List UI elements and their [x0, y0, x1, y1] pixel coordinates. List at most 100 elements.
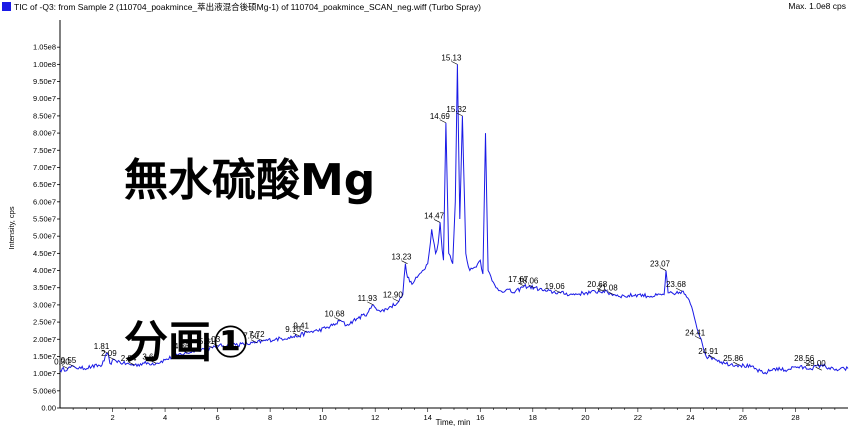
peak-leader-line: [301, 329, 308, 333]
y-tick-label: 5.00e6: [33, 386, 56, 395]
peak-leader-line: [554, 289, 561, 294]
x-tick-label: 2: [110, 413, 114, 422]
y-tick-label: 2.50e7: [33, 318, 56, 327]
peak-label: 24.91: [698, 347, 719, 356]
peak-leader-line: [61, 365, 69, 369]
peak-leader-line: [695, 336, 702, 340]
y-tick-label: 6.50e7: [33, 180, 56, 189]
x-tick-label: 6: [216, 413, 220, 422]
peak-leader-line: [517, 282, 525, 287]
peak-label: 28.56: [794, 354, 815, 363]
y-tick-label: 0.00: [41, 404, 56, 413]
y-tick-label: 3.00e7: [33, 300, 56, 309]
y-tick-label: 7.00e7: [33, 163, 56, 172]
y-tick-label: 5.00e7: [33, 232, 56, 241]
peak-leader-line: [212, 342, 219, 347]
x-tick-label: 24: [686, 413, 694, 422]
peak-label: 21.08: [598, 284, 619, 293]
peak-label: 20.68: [587, 280, 608, 289]
peak-leader-line: [607, 291, 614, 295]
y-tick-label: 8.00e7: [33, 129, 56, 138]
chart-header: TIC of -Q3: from Sample 2 (110704_poakmi…: [0, 0, 850, 16]
peak-label: 3.66: [142, 352, 158, 361]
y-tick-label: 7.50e7: [33, 146, 56, 155]
peak-leader-line: [68, 363, 75, 368]
peak-label: 15.32: [446, 105, 467, 114]
peak-leader-line: [392, 298, 399, 302]
peak-leader-line: [206, 344, 213, 349]
peak-leader-line: [456, 112, 463, 117]
y-tick-label: 1.00e8: [33, 60, 56, 69]
y-tick-label: 9.00e7: [33, 94, 56, 103]
peak-leader-line: [101, 349, 108, 354]
peak-label: 6.03: [205, 335, 221, 344]
peak-label: 14.47: [424, 211, 445, 220]
peak-label: 2.84: [121, 354, 137, 363]
peak-leader-line: [439, 119, 446, 124]
peak-label: 12.90: [383, 290, 404, 299]
x-tick-label: 20: [581, 413, 589, 422]
peak-leader-line: [292, 332, 300, 337]
peak-leader-line: [128, 361, 135, 366]
peak-leader-line: [150, 360, 157, 364]
chart-header-title: TIC of -Q3: from Sample 2 (110704_poakmi…: [14, 2, 481, 12]
peak-label: 29.00: [806, 359, 827, 368]
annotation-line-1: 無水硫酸Mg: [124, 155, 376, 206]
x-tick-label: 26: [739, 413, 747, 422]
peak-leader-line: [804, 361, 811, 366]
x-axis-label: Time, min: [436, 418, 471, 427]
peak-leader-line: [597, 287, 604, 292]
peak-label: 2.09: [101, 349, 117, 358]
peak-leader-line: [250, 339, 258, 343]
y-tick-label: 5.50e7: [33, 215, 56, 224]
peak-label: 1.81: [94, 342, 110, 351]
max-intensity-label: Max. 1.0e8 cps: [788, 1, 846, 11]
y-tick-label: 6.00e7: [33, 197, 56, 206]
x-tick-label: 10: [318, 413, 326, 422]
peak-label: 10.68: [325, 309, 346, 318]
peak-label: 4.86: [174, 342, 190, 351]
peak-label: 19.06: [545, 282, 566, 291]
peak-label: 9.41: [293, 321, 309, 330]
x-tick-label: 18: [529, 413, 537, 422]
peak-label: 17.67: [508, 275, 529, 284]
y-tick-label: 1.50e7: [33, 352, 56, 361]
peak-label: 24.41: [685, 328, 706, 337]
peak-leader-line: [659, 267, 667, 271]
peak-label: 14.69: [430, 112, 451, 121]
annotation-line-2: 分画①: [124, 317, 250, 368]
peak-leader-line: [815, 366, 822, 371]
peak-label: 25.86: [723, 354, 744, 363]
peak-leader-line: [528, 284, 535, 288]
peak-label: 11.93: [358, 294, 378, 303]
peak-leader-line: [451, 61, 458, 65]
x-tick-label: 28: [791, 413, 799, 422]
y-tick-label: 8.50e7: [33, 111, 56, 120]
tic-series-line: [59, 64, 849, 375]
sample-annotation: 無水硫酸Mg 分画①: [124, 46, 375, 424]
peak-label: 15.13: [441, 53, 462, 62]
peak-label: 7.50: [243, 332, 259, 341]
peak-label: 7.72: [249, 330, 265, 339]
x-tick-label: 22: [634, 413, 642, 422]
y-tick-label: 4.00e7: [33, 266, 56, 275]
peak-label: 13.23: [391, 253, 412, 262]
peak-leader-line: [256, 337, 263, 342]
x-tick-label: 12: [371, 413, 379, 422]
y-tick-label: 2.00e7: [33, 335, 56, 344]
y-tick-label: 9.50e7: [33, 77, 56, 86]
peak-leader-line: [334, 317, 341, 321]
peak-leader-line: [401, 260, 408, 264]
peak-leader-line: [367, 301, 374, 306]
x-tick-label: 14: [424, 413, 432, 422]
peak-leader-line: [733, 361, 740, 366]
peak-leader-line: [675, 287, 683, 292]
x-tick-label: 4: [163, 413, 167, 422]
peak-label: 0.55: [61, 356, 77, 365]
peak-label: 23.07: [650, 260, 671, 269]
x-tick-label: 8: [268, 413, 272, 422]
legend-swatch-icon: [2, 2, 11, 11]
x-tick-label: 16: [476, 413, 484, 422]
peak-label: 18.06: [518, 277, 539, 286]
